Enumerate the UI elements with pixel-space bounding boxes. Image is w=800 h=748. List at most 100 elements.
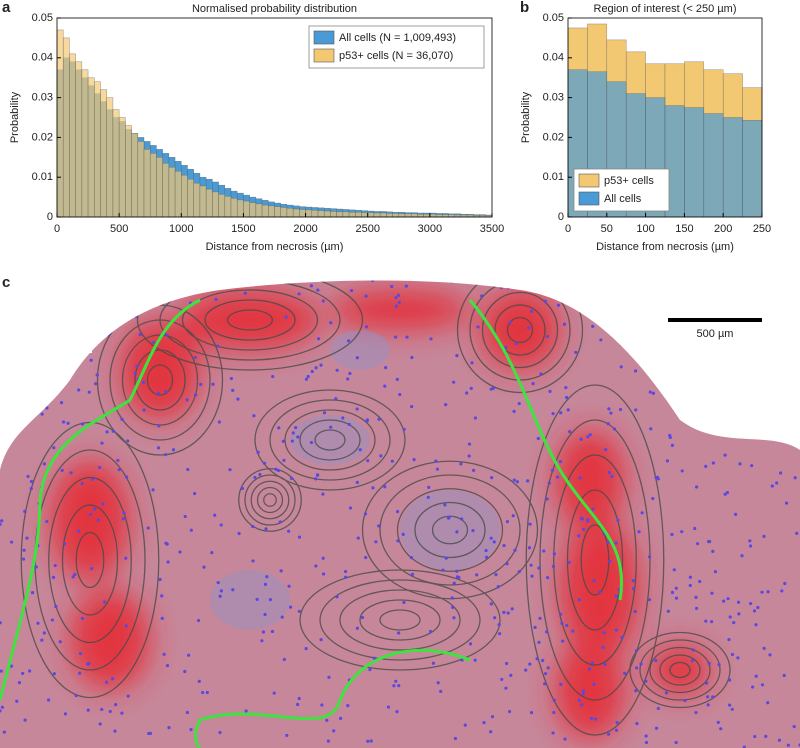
cell-dot — [574, 350, 578, 354]
legend-label: p53+ cells (N = 36,070) — [339, 50, 453, 62]
cell-dot — [193, 393, 198, 397]
cell-dot — [562, 322, 567, 326]
cell-dot — [603, 662, 607, 666]
contour-line — [396, 488, 504, 572]
cell-dot — [54, 604, 58, 609]
cell-dot — [290, 439, 294, 443]
cell-dot — [193, 491, 197, 496]
cell-dot — [89, 358, 93, 362]
cell-dot — [666, 609, 670, 613]
cell-dot — [455, 569, 459, 573]
cell-dot — [126, 439, 130, 443]
cell-dot — [754, 674, 758, 678]
cell-dot — [706, 703, 710, 707]
cell-dot — [470, 361, 474, 365]
y-tick-label: 0.05 — [543, 12, 564, 24]
cell-dot — [644, 740, 649, 745]
cell-dot — [52, 672, 56, 676]
cell-dot — [542, 549, 546, 553]
cell-dot — [644, 734, 648, 738]
cell-dot — [489, 730, 493, 734]
cell-dot — [332, 729, 336, 733]
cell-dot — [164, 453, 168, 457]
cell-dot — [760, 683, 765, 687]
cell-dot — [52, 446, 56, 450]
cell-dot — [635, 722, 639, 726]
cell-dot — [244, 709, 248, 713]
cell-dot — [498, 632, 502, 636]
cell-dot — [473, 658, 477, 662]
cell-dot — [0, 621, 2, 625]
cell-dot — [723, 453, 727, 457]
cell-dot — [113, 729, 117, 733]
cell-dot — [530, 574, 534, 578]
cell-dot — [476, 325, 480, 329]
cell-dot — [410, 572, 415, 576]
cell-dot — [53, 563, 57, 568]
histogram-bar — [75, 61, 83, 218]
cell-dot — [364, 294, 368, 298]
cell-dot — [496, 585, 500, 589]
cell-dot — [104, 680, 109, 684]
cell-dot — [465, 391, 469, 395]
cell-dot — [577, 698, 581, 702]
cell-dot — [252, 414, 256, 418]
cell-dot — [166, 560, 170, 564]
histogram-bar — [168, 167, 176, 218]
y-tick-label: 0.02 — [32, 131, 53, 143]
cell-dot — [185, 710, 189, 715]
cell-dot — [581, 692, 585, 696]
cell-dot — [609, 411, 613, 415]
cell-dot — [63, 712, 68, 716]
cell-dot — [274, 467, 278, 471]
cell-dot — [101, 502, 105, 506]
contour-line — [649, 646, 711, 694]
histogram-bar — [299, 209, 306, 218]
histogram-bar — [156, 157, 163, 218]
x-axis-label: Distance from necrosis (µm) — [206, 241, 344, 253]
cell-dot — [614, 628, 618, 632]
cell-dot — [36, 621, 40, 625]
cell-dot — [30, 591, 35, 595]
cell-dot — [533, 625, 537, 629]
cell-dot — [96, 518, 100, 522]
contour-line — [226, 309, 274, 331]
cell-dot — [297, 292, 301, 296]
cell-dot — [592, 682, 596, 686]
cell-dot — [507, 709, 512, 714]
cell-dot — [196, 618, 201, 623]
histogram-bar — [280, 207, 288, 218]
cell-dot — [142, 408, 146, 412]
cell-dot — [544, 672, 548, 676]
cell-dot — [783, 581, 787, 586]
cell-dot — [327, 675, 331, 679]
histogram-bar — [230, 198, 238, 218]
histogram-bar — [268, 205, 275, 218]
cell-dot — [314, 477, 318, 481]
cell-dot — [80, 422, 85, 426]
x-tick-label: 3000 — [418, 223, 442, 235]
contour-line — [669, 661, 691, 679]
cell-dot — [372, 656, 376, 660]
cell-dot — [23, 718, 27, 722]
x-axis-label: Distance from necrosis (µm) — [596, 241, 734, 253]
cell-dot — [428, 629, 433, 634]
histogram-bar — [62, 37, 70, 218]
cell-dot — [623, 671, 627, 675]
cell-dot — [777, 738, 782, 742]
cell-dot — [581, 689, 586, 693]
cell-dot — [480, 294, 484, 298]
cell-dot — [508, 321, 512, 325]
cell-dot — [695, 606, 699, 610]
cell-dot — [304, 377, 309, 381]
cell-dot — [397, 684, 401, 688]
cell-dot — [538, 616, 542, 620]
cell-dot — [321, 492, 325, 496]
histogram-bar — [410, 213, 418, 218]
cell-dot — [728, 615, 732, 619]
cell-dot — [537, 566, 541, 570]
cell-dot — [297, 609, 301, 613]
cell-dot — [784, 501, 789, 505]
cell-dot — [346, 339, 351, 343]
cell-dot — [649, 427, 653, 431]
